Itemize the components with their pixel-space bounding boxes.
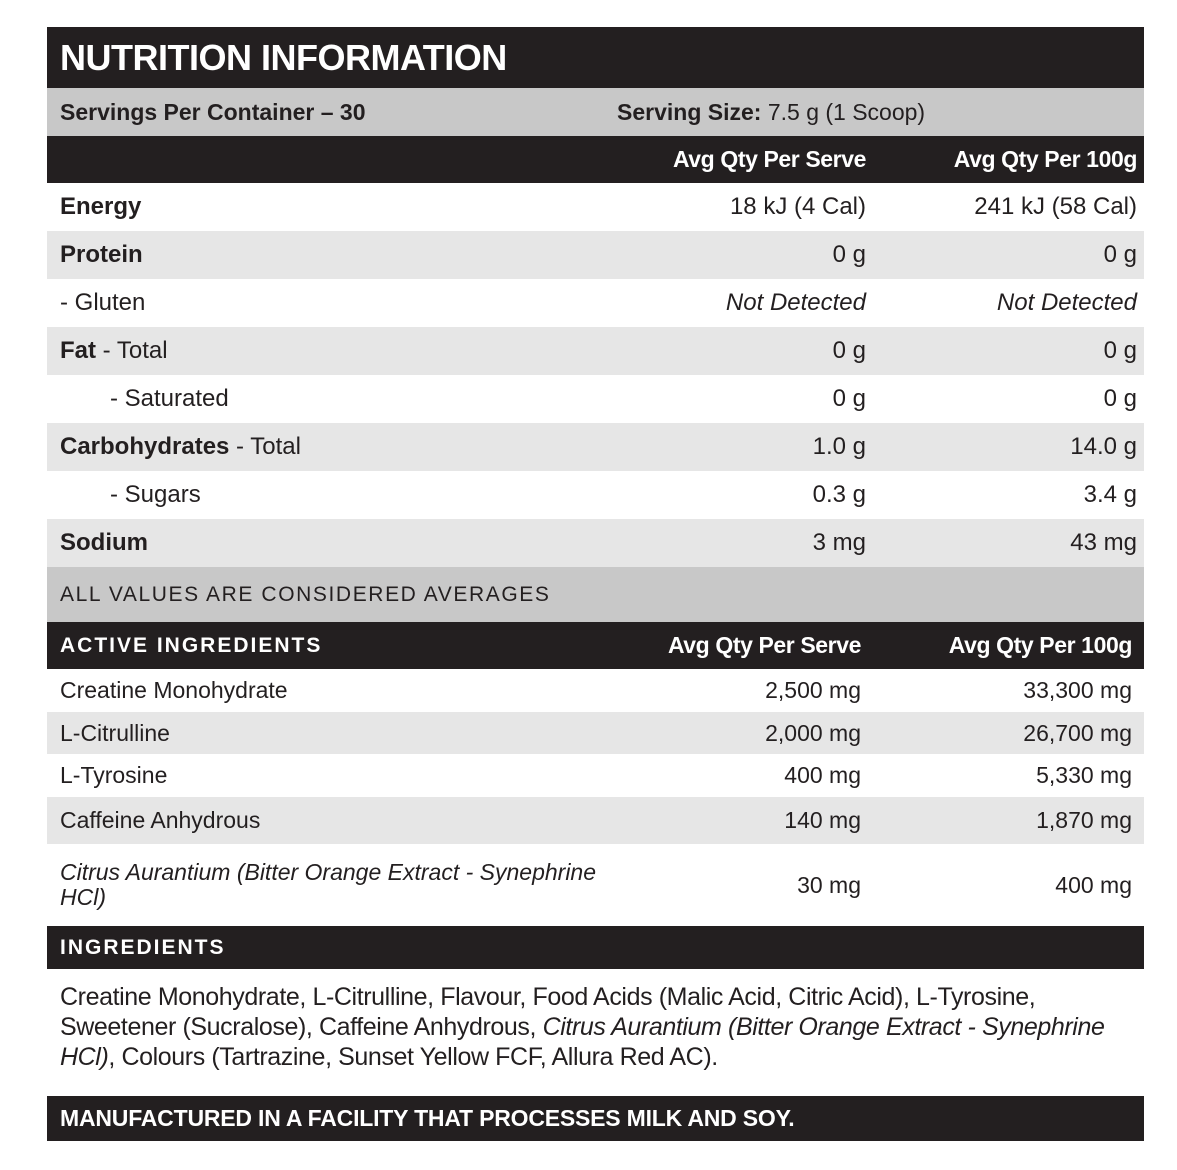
nutrition-row-protein: Protein 0 g 0 g bbox=[47, 231, 1144, 279]
serving-size: Serving Size: 7.5 g (1 Scoop) bbox=[617, 88, 925, 136]
nutrition-row-fat: Fat - Total 0 g 0 g bbox=[47, 327, 1144, 375]
ingredient-name: Caffeine Anhydrous bbox=[60, 807, 261, 833]
ingredient-name-cell: Citrus Aurantium (Bitter Orange Extract … bbox=[60, 844, 600, 926]
active-row: L-Tyrosine 400 mg 5,330 mg bbox=[47, 754, 1144, 797]
value-per-100g: 43 mg bbox=[1070, 529, 1137, 556]
col-100g-header: Avg Qty Per 100g bbox=[953, 146, 1138, 172]
nutrient-label: Carbohydrates - Total bbox=[60, 423, 301, 471]
nutrition-row-sodium: Sodium 3 mg 43 mg bbox=[47, 519, 1144, 567]
value-per-100g: 3.4 g bbox=[1083, 481, 1137, 508]
nutrition-row-energy: Energy 18 kJ (4 Cal) 241 kJ (58 Cal) bbox=[47, 183, 1144, 231]
value-per-100g: 0 g bbox=[1103, 385, 1137, 412]
active-row: Caffeine Anhydrous 140 mg 1,870 mg bbox=[47, 797, 1144, 844]
title-bar: NUTRITION INFORMATION bbox=[47, 27, 1144, 88]
ingredient-name: Creatine Monohydrate bbox=[60, 677, 288, 703]
ingredient-name: L-Citrulline bbox=[60, 719, 170, 746]
value-per-100g: 241 kJ (58 Cal) bbox=[974, 193, 1137, 220]
nutrition-row-carbohydrates: Carbohydrates - Total 1.0 g 14.0 g bbox=[47, 423, 1144, 471]
ingredient-name: L-Tyrosine bbox=[60, 762, 168, 788]
value-per-serve: 140 mg bbox=[784, 807, 861, 833]
value-per-serve: 0 g bbox=[832, 385, 866, 412]
nutrient-sub-name: - Gluten bbox=[60, 289, 146, 316]
ingredients-text-part-1: Creatine Monohydrate, L-Citrulline, Flav… bbox=[60, 983, 1036, 1041]
value-per-serve: 0 g bbox=[832, 241, 866, 268]
value-per-serve: 30 mg bbox=[797, 871, 861, 898]
ingredients-text: Creatine Monohydrate, L-Citrulline, Flav… bbox=[47, 969, 1144, 1096]
nutrition-header: Avg Qty Per Serve Avg Qty Per 100g bbox=[47, 136, 1144, 183]
allergen-statement: MANUFACTURED IN A FACILITY THAT PROCESSE… bbox=[60, 1105, 795, 1131]
value-per-serve: 0 g bbox=[832, 337, 866, 364]
nutrient-name: Protein bbox=[60, 241, 143, 268]
value-per-100g: 5,330 mg bbox=[1036, 762, 1132, 788]
averages-note: ALL VALUES ARE CONSIDERED AVERAGES bbox=[60, 582, 551, 606]
nutrition-row-saturated: - Saturated 0 g 0 g bbox=[47, 375, 1144, 423]
value-per-serve: 400 mg bbox=[784, 762, 861, 788]
value-per-serve: 18 kJ (4 Cal) bbox=[729, 193, 866, 220]
nutrient-name: Energy bbox=[60, 193, 142, 220]
value-per-100g: 0 g bbox=[1103, 337, 1137, 364]
page-title: NUTRITION INFORMATION bbox=[60, 36, 507, 78]
ingredients-text-italic: Citrus Aurantium (Bitter Orange Extract … bbox=[60, 1013, 1105, 1071]
nutrient-sub-name: - Sugars bbox=[110, 481, 201, 508]
nutrient-label: Fat - Total bbox=[60, 327, 168, 375]
value-per-serve: 0.3 g bbox=[812, 481, 866, 508]
value-per-100g: 14.0 g bbox=[1070, 433, 1137, 460]
nutrient-name: Carbohydrates bbox=[60, 433, 230, 460]
value-per-100g: 0 g bbox=[1103, 241, 1137, 268]
col-serve-header: Avg Qty Per Serve bbox=[672, 146, 866, 172]
value-per-serve: 2,000 mg bbox=[765, 719, 861, 746]
ingredients-header: INGREDIENTS bbox=[47, 926, 1144, 969]
value-per-serve: 3 mg bbox=[812, 529, 866, 556]
allergen-footer: MANUFACTURED IN A FACILITY THAT PROCESSE… bbox=[47, 1096, 1144, 1141]
servings-bar: Servings Per Container – 30 Serving Size… bbox=[47, 88, 1144, 136]
active-ingredients-header: ACTIVE INGREDIENTS Avg Qty Per Serve Avg… bbox=[47, 622, 1144, 669]
nutrient-sub-name: - Total bbox=[229, 433, 301, 460]
nutrient-sub-name: - Saturated bbox=[110, 385, 229, 412]
active-row: Creatine Monohydrate 2,500 mg 33,300 mg bbox=[47, 669, 1144, 712]
value-per-100g: 400 mg bbox=[1055, 871, 1132, 898]
nutrient-name: Sodium bbox=[60, 529, 148, 556]
value-per-serve: 1.0 g bbox=[812, 433, 866, 460]
value-per-100g: 26,700 mg bbox=[1023, 719, 1132, 746]
ingredient-name: Citrus Aurantium (Bitter Orange Extract … bbox=[60, 859, 597, 910]
col-serve-header: Avg Qty Per Serve bbox=[667, 632, 861, 658]
col-100g-header: Avg Qty Per 100g bbox=[948, 632, 1133, 658]
serving-size-label: Serving Size: bbox=[617, 98, 762, 125]
active-row: L-Citrulline 2,000 mg 26,700 mg bbox=[47, 712, 1144, 754]
value-per-serve: 2,500 mg bbox=[765, 677, 861, 703]
nutrient-sub-name: - Total bbox=[96, 337, 168, 364]
value-per-serve: Not Detected bbox=[725, 289, 866, 316]
averages-note-bar: ALL VALUES ARE CONSIDERED AVERAGES bbox=[47, 567, 1144, 622]
nutrition-row-gluten: - Gluten Not Detected Not Detected bbox=[47, 279, 1144, 327]
active-row: Citrus Aurantium (Bitter Orange Extract … bbox=[47, 844, 1144, 926]
serving-size-value: 7.5 g (1 Scoop) bbox=[761, 98, 926, 125]
nutrition-row-sugars: - Sugars 0.3 g 3.4 g bbox=[47, 471, 1144, 519]
nutrient-name: Fat bbox=[60, 337, 96, 364]
value-per-100g: 33,300 mg bbox=[1023, 677, 1132, 703]
ingredients-text-part-2: , Colours (Tartrazine, Sunset Yellow FCF… bbox=[108, 1043, 718, 1071]
ingredients-title: INGREDIENTS bbox=[60, 935, 226, 959]
nutrition-panel: NUTRITION INFORMATION Servings Per Conta… bbox=[47, 27, 1144, 1141]
servings-per-container: Servings Per Container – 30 bbox=[60, 98, 366, 125]
active-ingredients-title: ACTIVE INGREDIENTS bbox=[60, 633, 323, 657]
value-per-100g: Not Detected bbox=[996, 289, 1137, 316]
value-per-100g: 1,870 mg bbox=[1036, 807, 1132, 833]
